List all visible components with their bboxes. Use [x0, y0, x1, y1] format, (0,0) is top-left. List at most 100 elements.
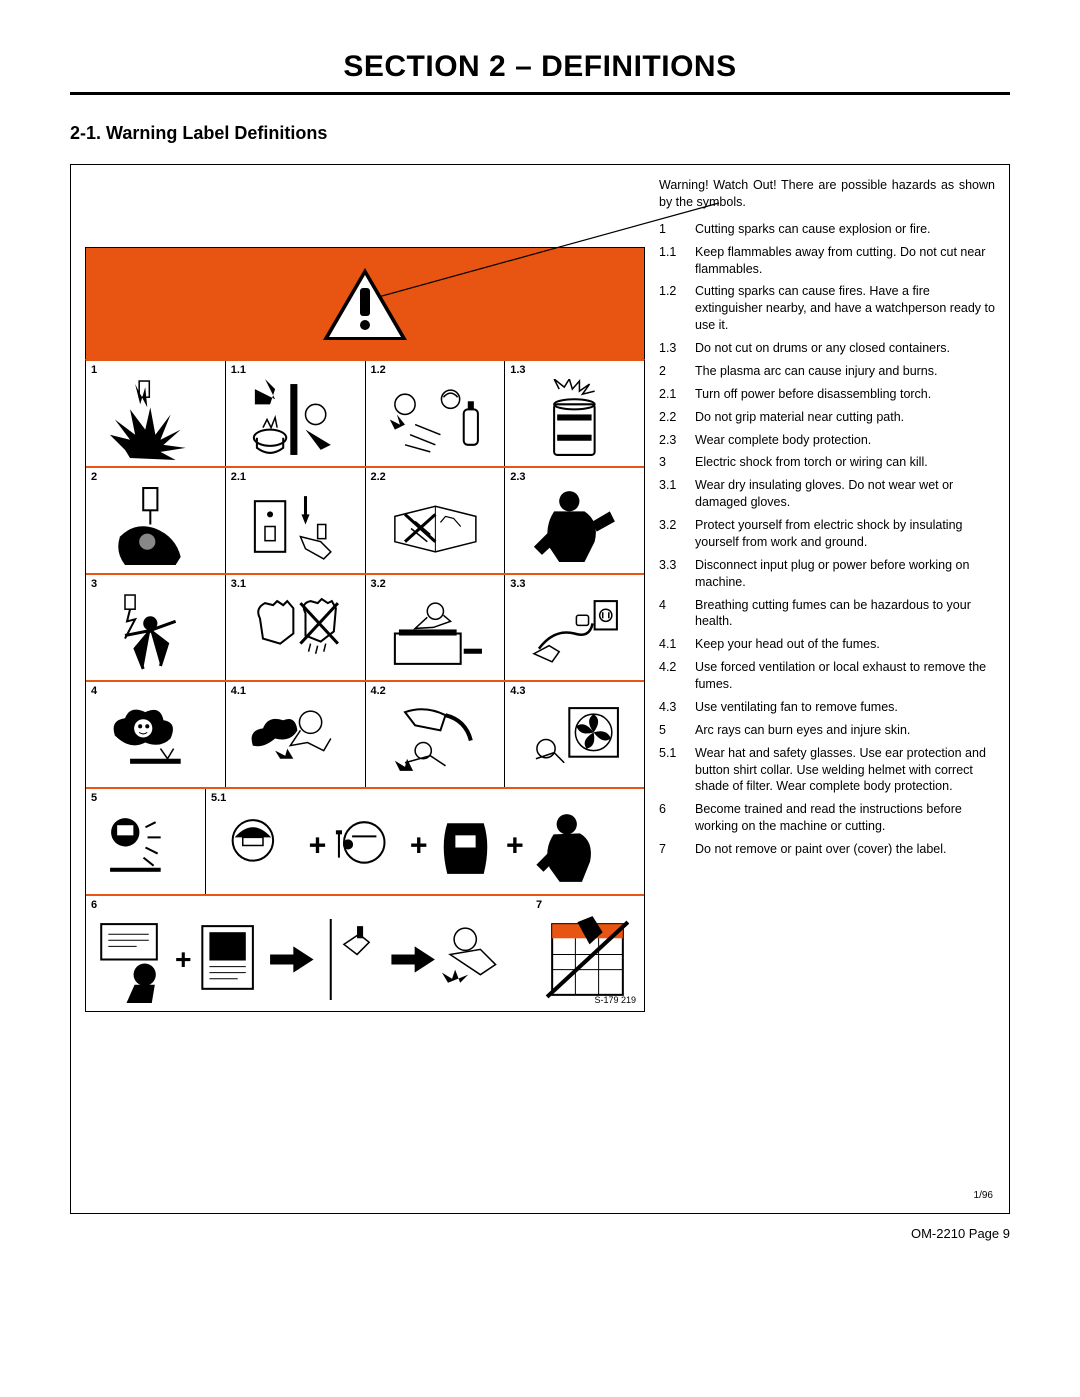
definition-item: 2The plasma arc can cause injury and bur… [659, 363, 995, 380]
definition-number: 5 [659, 722, 685, 739]
grid-row: 1 1.1 1.2 1.3 [86, 361, 644, 468]
definition-text: Protect yourself from electric shock by … [695, 517, 995, 551]
grid-cell: 2.1 [226, 468, 366, 573]
definition-item: 3Electric shock from torch or wiring can… [659, 454, 995, 471]
electric-shock-icon [92, 593, 219, 674]
definition-text: Cutting sparks can cause fires. Have a f… [695, 283, 995, 334]
svg-text:+: + [506, 830, 524, 863]
grid-cell: 5 [86, 789, 206, 894]
subsection-title: 2-1. Warning Label Definitions [70, 123, 1010, 144]
definition-text: Become trained and read the instructions… [695, 801, 995, 835]
definition-number: 7 [659, 841, 685, 858]
grid-row: 4 4.1 4.2 4.3 [86, 682, 644, 789]
definition-number: 1.1 [659, 244, 685, 278]
fumes-hazard-icon [92, 700, 219, 781]
definition-text: Arc rays can burn eyes and injure skin. [695, 722, 995, 739]
definition-text: Keep flammables away from cutting. Do no… [695, 244, 995, 278]
grid-cell: 1 [86, 361, 226, 466]
definition-number: 1.3 [659, 340, 685, 357]
ventilating-fan-icon [511, 700, 638, 781]
warning-banner [85, 247, 645, 359]
definition-number: 4.1 [659, 636, 685, 653]
definition-text: Disconnect input plug or power before wo… [695, 557, 995, 591]
svg-text:+: + [410, 830, 428, 863]
head-out-of-fumes-icon [232, 700, 359, 781]
definition-number: 6 [659, 801, 685, 835]
sparks-explosion-icon [92, 379, 219, 460]
definition-item: 2.2 Do not grip material near cutting pat… [659, 409, 995, 426]
definition-text: Do not remove or paint over (cover) the … [695, 841, 995, 858]
grid-cell: 2.3 [505, 468, 644, 573]
definition-item: 5 Arc rays can burn eyes and injure skin. [659, 722, 995, 739]
definition-text: Use ventilating fan to remove fumes. [695, 699, 995, 716]
definition-item: 1.2 Cutting sparks can cause fires. Have … [659, 283, 995, 334]
no-grip-near-path-icon [372, 486, 499, 567]
body-protection-icon [511, 486, 638, 567]
grid-cell: 5.1 + + + [206, 789, 644, 894]
definition-item: 4Breathing cutting fumes can be hazardou… [659, 597, 995, 631]
section-title: SECTION 2 – DEFINITIONS [70, 50, 1010, 95]
grid-cell: 3 [86, 575, 226, 680]
do-not-cover-label-icon [537, 914, 638, 1005]
definition-number: 2.2 [659, 409, 685, 426]
definition-item: 5.1 Wear hat and safety glasses. Use ear … [659, 745, 995, 796]
definition-text: Do not grip material near cutting path. [695, 409, 995, 426]
svg-text:+: + [309, 830, 327, 863]
definition-item: 4.2Use forced ventilation or local exhau… [659, 659, 995, 693]
flammables-icon [232, 379, 359, 460]
page: SECTION 2 – DEFINITIONS 2-1. Warning Lab… [0, 0, 1080, 1271]
definition-text: Turn off power before disassembling torc… [695, 386, 995, 403]
dry-gloves-icon [232, 593, 359, 674]
definition-text: Use forced ventilation or local exhaust … [695, 659, 995, 693]
date-ref: 1/96 [974, 1190, 993, 1201]
definition-number: 2.3 [659, 432, 685, 449]
grid-cell: 2.2 [366, 468, 506, 573]
svg-text:+: + [175, 944, 192, 976]
grid-cell: 3.3 [505, 575, 644, 680]
warning-label-panel: 1 1.1 1.2 1.3 [85, 247, 645, 1012]
definition-number: 1.2 [659, 283, 685, 334]
definition-item: 3.1 Wear dry insulating gloves. Do not we… [659, 477, 995, 511]
definition-item: 3.3 Disconnect input plug or power before… [659, 557, 995, 591]
definition-number: 4 [659, 597, 685, 631]
definition-item: 4.3 Use ventilating fan to remove fumes. [659, 699, 995, 716]
definition-text: Wear dry insulating gloves. Do not wear … [695, 477, 995, 511]
definition-item: 2.1 Turn off power before disassembling t… [659, 386, 995, 403]
grid-cell: 4.3 [505, 682, 644, 787]
definition-item: 1 Cutting sparks can cause explosion or f… [659, 221, 995, 238]
definition-number: 4.3 [659, 699, 685, 716]
plasma-arc-burn-icon [92, 486, 219, 567]
definition-number: 3.1 [659, 477, 685, 511]
definition-number: 3.3 [659, 557, 685, 591]
definition-number: 5.1 [659, 745, 685, 796]
grid-cell: 1.1 [226, 361, 366, 466]
definition-item: 3.2Protect yourself from electric shock … [659, 517, 995, 551]
label-ref: S-179 219 [594, 995, 636, 1005]
read-instructions-icon: + [92, 914, 525, 1005]
grid-cell: 7 S-179 [531, 896, 644, 1011]
definitions-list: 1 Cutting sparks can cause explosion or f… [659, 221, 995, 858]
grid-row: 2 2.1 2.2 2.3 [86, 468, 644, 575]
definition-text: Cutting sparks can cause explosion or fi… [695, 221, 995, 238]
definition-item: 2.3 Wear complete body protection. [659, 432, 995, 449]
grid-cell: 3.2 [366, 575, 506, 680]
page-footer: OM-2210 Page 9 [70, 1226, 1010, 1241]
grid-row: 6 + [86, 896, 644, 1011]
definition-number: 1 [659, 221, 685, 238]
grid-cell: 6 + [86, 896, 531, 1011]
definition-item: 1.1 Keep flammables away from cutting. Do… [659, 244, 995, 278]
grid-cell: 4.1 [226, 682, 366, 787]
definition-item: 4.1Keep your head out of the fumes. [659, 636, 995, 653]
definition-number: 2.1 [659, 386, 685, 403]
definition-text: Electric shock from torch or wiring can … [695, 454, 995, 471]
definitions-text: Warning! Watch Out! There are possible h… [659, 177, 995, 1012]
definition-text: Wear complete body protection. [695, 432, 995, 449]
definition-text: Do not cut on drums or any closed contai… [695, 340, 995, 357]
pictogram-grid: 1 1.1 1.2 1.3 [85, 359, 645, 1012]
definition-item: 1.3 Do not cut on drums or any closed con… [659, 340, 995, 357]
disconnect-plug-icon [511, 593, 638, 674]
definition-text: Wear hat and safety glasses. Use ear pro… [695, 745, 995, 796]
grid-row: 5 5.1 + + + [86, 789, 644, 896]
warning-triangle-icon [323, 268, 407, 340]
content-frame: 1 1.1 1.2 1.3 [70, 164, 1010, 1214]
